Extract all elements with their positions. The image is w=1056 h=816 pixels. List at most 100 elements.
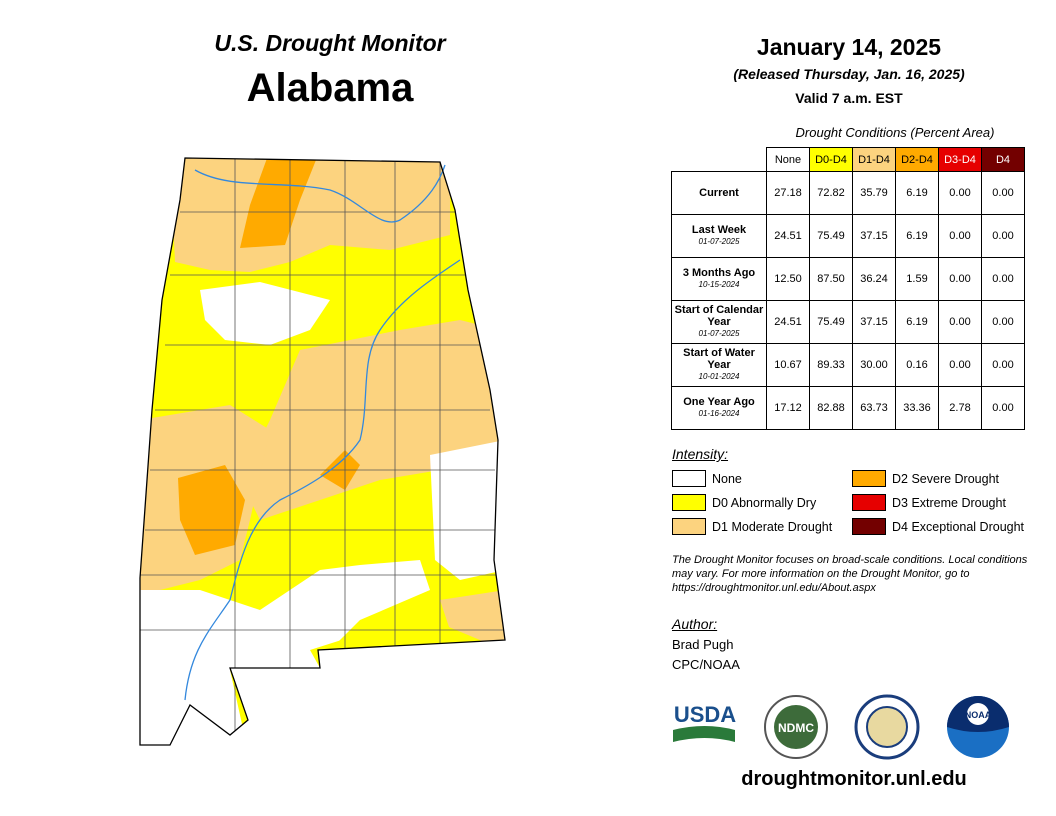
row-label-text: 3 Months Ago: [682, 267, 756, 279]
cell: 1.59: [895, 257, 939, 301]
cell: 10.67: [766, 343, 810, 387]
cell: 75.49: [809, 214, 853, 258]
legend-item: D1 Moderate Drought: [672, 518, 832, 535]
cell: 0.00: [938, 171, 982, 215]
legend-item: D0 Abnormally Dry: [672, 494, 816, 511]
usda-logo: USDA: [674, 702, 736, 727]
table-row: 3 Months Ago 10-15-2024 12.50 87.50 36.24 1.5…: [671, 257, 1025, 301]
cell: 0.00: [938, 214, 982, 258]
cell: 12.50: [766, 257, 810, 301]
cell: 6.19: [895, 214, 939, 258]
legend-swatch: [672, 470, 706, 487]
cell: 0.00: [981, 386, 1025, 430]
legend-item: None: [672, 470, 742, 487]
legend-label: None: [712, 471, 742, 486]
cell: 75.49: [809, 300, 853, 344]
cell: 0.00: [981, 171, 1025, 215]
column-header: D1-D4: [852, 147, 896, 172]
cell: 87.50: [809, 257, 853, 301]
row-date: 10-15-2024: [698, 280, 740, 289]
author-name: Brad Pugh: [672, 637, 734, 652]
conditions-table: None D0-D4 D1-D4 D2-D4 D3-D4 D4 Current 27.18 72…: [671, 147, 1025, 430]
legend-label: D0 Abnormally Dry: [712, 495, 817, 510]
cell: 36.24: [852, 257, 896, 301]
state: Alabama: [246, 66, 414, 110]
row-label-text: Start of Calendar Year: [674, 304, 764, 328]
row-date: 01-07-2025: [698, 237, 740, 246]
cell: 0.00: [938, 300, 982, 344]
row-date: 01-16-2024: [698, 409, 740, 418]
table-caption: Drought Conditions (Percent Area): [795, 125, 995, 140]
cell: 24.51: [766, 300, 810, 344]
row-label: 3 Months Ago 10-15-2024: [671, 257, 767, 301]
legend-swatch: [852, 470, 886, 487]
table-row: Start of Water Year 10-01-2024 10.67 89.33 3…: [671, 343, 1025, 387]
cell: 0.00: [981, 257, 1025, 301]
url: droughtmonitor.unl.edu: [741, 768, 967, 790]
corner: [672, 148, 767, 172]
legend-item: D4 Exceptional Drought: [852, 518, 1024, 535]
cell: 6.19: [895, 171, 939, 215]
cell: 17.12: [766, 386, 810, 430]
table-row: Start of Calendar Year 01-07-2025 24.51 75.…: [671, 300, 1025, 344]
legend-item: D2 Severe Drought: [852, 470, 999, 487]
column-header: None: [766, 147, 810, 172]
cell: 72.82: [809, 171, 853, 215]
cell: 24.51: [766, 214, 810, 258]
row-date: 10-01-2024: [698, 372, 740, 381]
row-label: Start of Water Year 10-01-2024: [671, 343, 767, 387]
row-label-text: Current: [699, 187, 739, 199]
cell: 37.15: [852, 300, 896, 344]
row-label-text: One Year Ago: [683, 396, 755, 408]
legend-title: Intensity:: [672, 446, 729, 462]
table-row: One Year Ago 01-16-2024 17.12 82.88 63.73 33.…: [671, 386, 1025, 430]
date: January 14, 2025: [756, 34, 942, 60]
row-label: Current: [671, 171, 767, 215]
legend-swatch: [672, 518, 706, 535]
cell: 82.88: [809, 386, 853, 430]
cell: 0.00: [981, 214, 1025, 258]
legend-swatch: [852, 518, 886, 535]
header-row: None D0-D4 D1-D4 D2-D4 D3-D4 D4: [672, 147, 1025, 172]
logos: USDA NDMC NOAA: [673, 694, 1009, 760]
valid: Valid 7 a.m. EST: [795, 90, 903, 106]
cell: 30.00: [852, 343, 896, 387]
cell: 0.00: [981, 343, 1025, 387]
noaa-logo: NOAA: [965, 710, 992, 720]
title: U.S. Drought Monitor: [214, 30, 446, 56]
legend-label: D1 Moderate Drought: [712, 519, 833, 534]
cell: 33.36: [895, 386, 939, 430]
column-header: D0-D4: [809, 147, 853, 172]
state-outline: [139, 157, 506, 746]
row-label: Start of Calendar Year 01-07-2025: [671, 300, 767, 344]
cell: 35.79: [852, 171, 896, 215]
table-row: Current 27.18 72.82 35.79 6.19 0.00 0.00: [671, 171, 1025, 215]
row-label: Last Week 01-07-2025: [671, 214, 767, 258]
column-header: D4: [981, 147, 1025, 172]
author-title: Author:: [672, 616, 718, 632]
legend-label: D4 Exceptional Drought: [892, 519, 1025, 534]
cell: 27.18: [766, 171, 810, 215]
note: The Drought Monitor focuses on broad-sca…: [672, 554, 1028, 594]
author-org: CPC/NOAA: [672, 657, 740, 672]
row-label: One Year Ago 01-16-2024: [671, 386, 767, 430]
cell: 89.33: [809, 343, 853, 387]
county-lines: [140, 158, 505, 745]
released: (Released Thursday, Jan. 16, 2025): [733, 66, 965, 82]
legend-swatch: [852, 494, 886, 511]
cell: 0.16: [895, 343, 939, 387]
cell: 0.00: [981, 300, 1025, 344]
legend-label: D3 Extreme Drought: [892, 495, 1006, 510]
cell: 6.19: [895, 300, 939, 344]
rivers: [184, 164, 461, 701]
legend-label: D2 Severe Drought: [892, 471, 1000, 486]
column-header: D3-D4: [938, 147, 982, 172]
map: [139, 157, 506, 746]
cell: 63.73: [852, 386, 896, 430]
legend-swatch: [672, 494, 706, 511]
row-label-text: Start of Water Year: [683, 347, 755, 371]
cell: 37.15: [852, 214, 896, 258]
ndmc-logo: NDMC: [778, 721, 814, 735]
cell: 0.00: [938, 257, 982, 301]
